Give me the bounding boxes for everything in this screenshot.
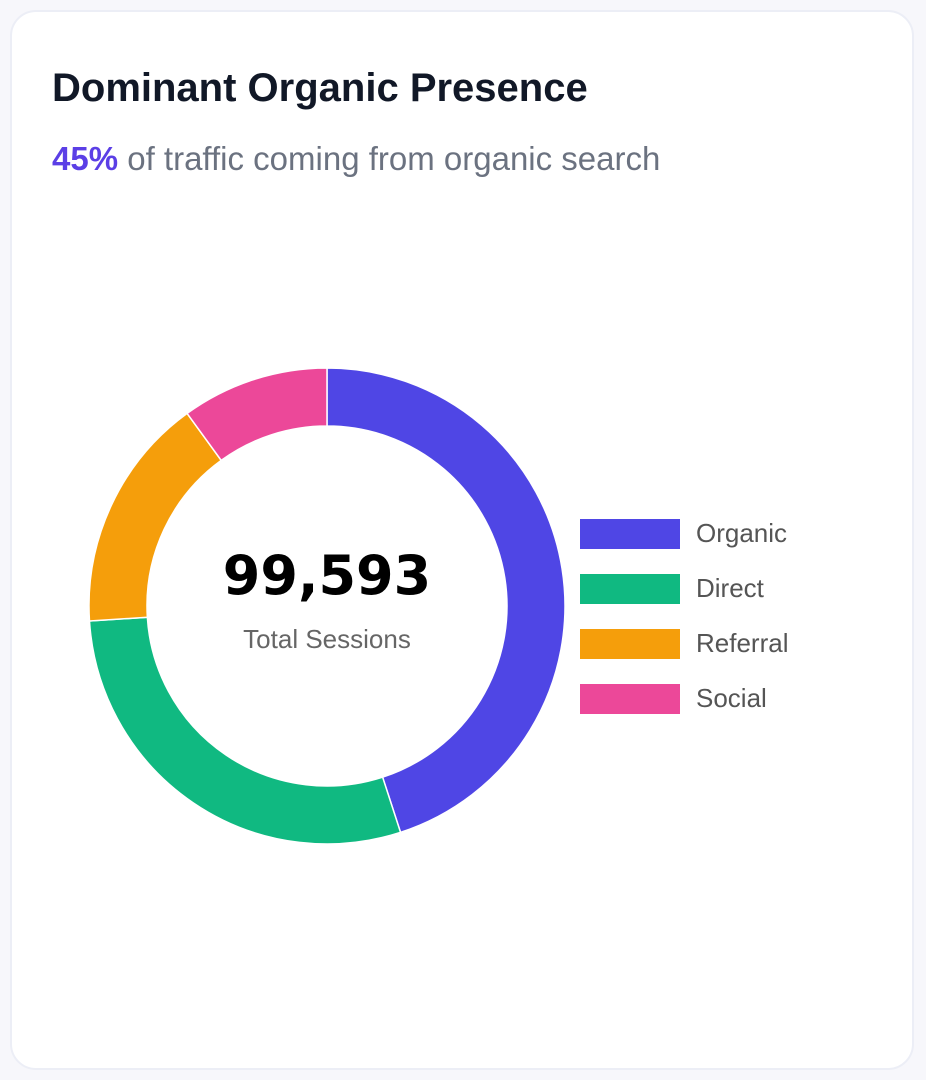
card-title: Dominant Organic Presence	[52, 66, 588, 110]
legend-swatch	[580, 628, 680, 659]
total-sessions-label: Total Sessions	[243, 624, 411, 654]
legend-label: Social	[696, 683, 767, 713]
legend-label: Referral	[696, 628, 789, 658]
legend-item-direct[interactable]: Direct	[580, 561, 788, 616]
subtitle-text: of traffic coming from organic search	[118, 140, 661, 177]
slice-organic[interactable]	[326, 367, 566, 834]
legend-label: Direct	[696, 573, 764, 603]
card-subtitle: 45% of traffic coming from organic searc…	[52, 140, 660, 178]
total-sessions-value: 99,593	[222, 544, 432, 607]
legend-swatch	[580, 518, 680, 549]
slice-social[interactable]	[186, 367, 328, 462]
chart-legend: Organic Direct Referral Social	[580, 506, 788, 726]
legend-item-organic[interactable]: Organic	[580, 506, 788, 561]
legend-label: Organic	[696, 518, 788, 548]
legend-item-social[interactable]: Social	[580, 671, 788, 726]
legend-swatch	[580, 683, 680, 714]
organic-percent: 45%	[52, 140, 119, 177]
legend-swatch	[580, 573, 680, 604]
chart-card: Dominant Organic Presence 45% of traffic…	[10, 10, 914, 1070]
legend-item-referral[interactable]: Referral	[580, 616, 788, 671]
